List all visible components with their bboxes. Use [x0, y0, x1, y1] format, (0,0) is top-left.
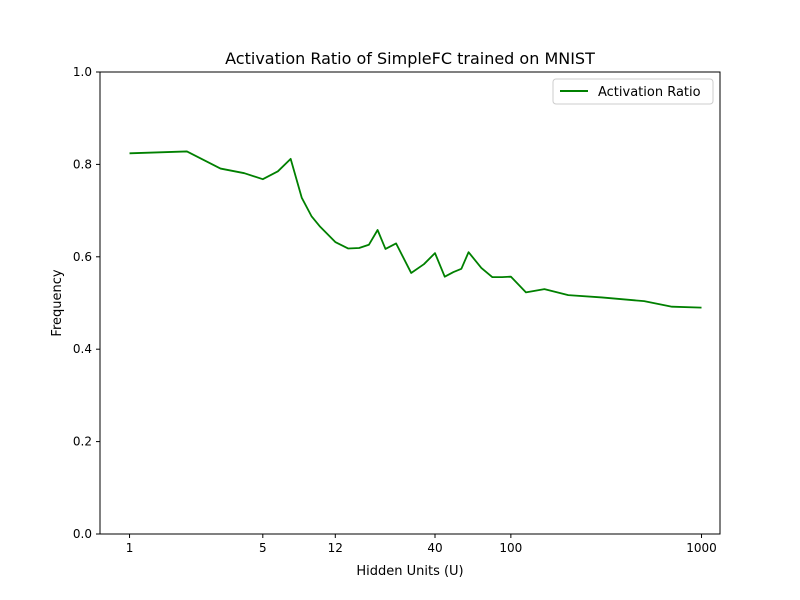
y-tick-label: 0.2	[73, 435, 92, 449]
y-tick-label: 0.8	[73, 157, 92, 171]
x-tick-label: 5	[259, 541, 267, 555]
series-line	[129, 150, 702, 309]
x-tick-label: 1	[126, 541, 134, 555]
x-tick-label: 1000	[686, 541, 717, 555]
y-axis-label: Frequency	[50, 269, 65, 336]
x-tick-label: 40	[427, 541, 442, 555]
x-tick-label: 100	[499, 541, 522, 555]
x-tick-label: 12	[328, 541, 343, 555]
plot-background	[100, 72, 720, 534]
legend-label: Activation Ratio	[598, 85, 701, 100]
legend: Activation Ratio	[552, 78, 714, 105]
legend-box	[552, 78, 714, 105]
y-tick-label: 0.0	[73, 527, 92, 541]
series-layer	[129, 150, 702, 309]
plot-frame	[99, 71, 721, 535]
y-tick-label: 1.0	[73, 65, 92, 79]
x-ticks: 1 5 12 40 100 1000	[126, 534, 717, 555]
chart-title: Activation Ratio of SimpleFC trained on …	[225, 49, 595, 68]
x-axis-label: Hidden Units (U)	[356, 564, 463, 579]
y-ticks: 0.0 0.2 0.4 0.6 0.8 1.0	[73, 65, 100, 541]
y-tick-label: 0.6	[73, 250, 92, 264]
y-tick-label: 0.4	[73, 342, 92, 356]
